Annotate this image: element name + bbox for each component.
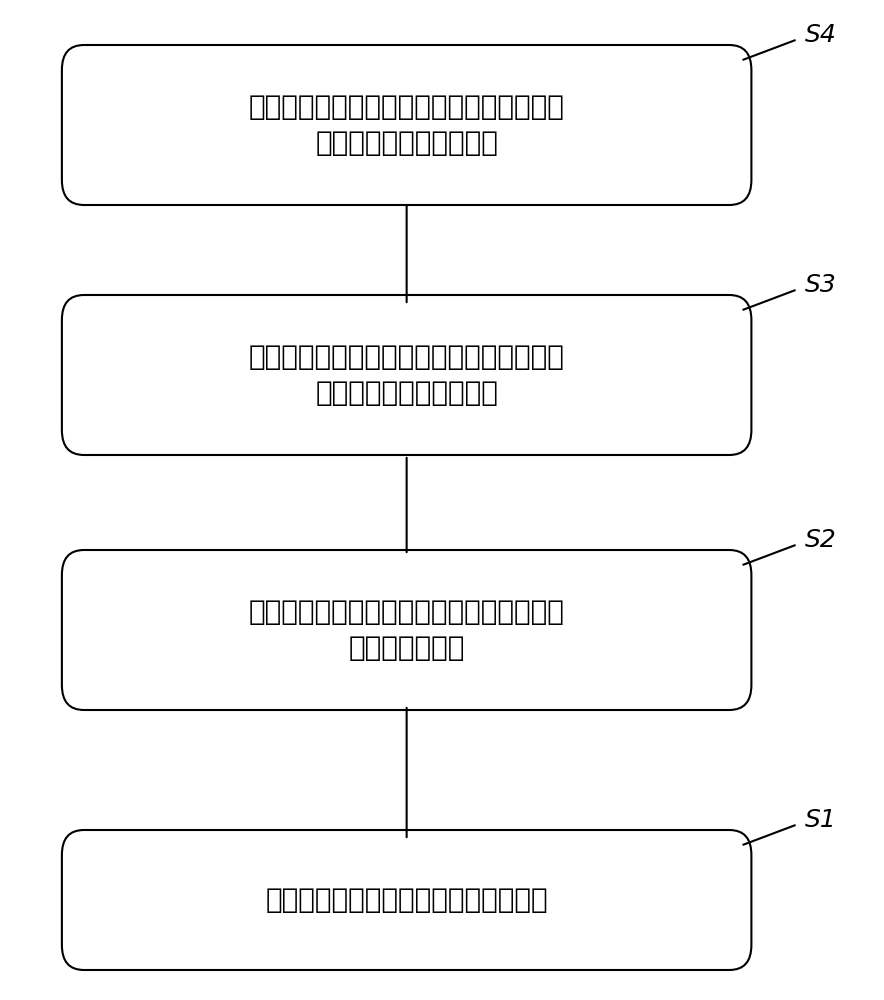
Text: S1: S1 <box>804 808 836 832</box>
Text: 对所述频谱的频谱方程进行离散运算建立反
射系数有效选择谱的方程: 对所述频谱的频谱方程进行离散运算建立反 射系数有效选择谱的方程 <box>248 93 565 157</box>
Text: S2: S2 <box>804 528 836 552</box>
Text: S3: S3 <box>804 273 836 297</box>
FancyBboxPatch shape <box>62 550 751 710</box>
FancyBboxPatch shape <box>62 45 751 205</box>
Text: 对所述地震信号进行变换以得到与所述地震
信号相应的频谱: 对所述地震信号进行变换以得到与所述地震 信号相应的频谱 <box>248 598 565 662</box>
Text: 对所述频谱的频谱方程进行离散运算建立反
射系数有效选择谱的方程: 对所述频谱的频谱方程进行离散运算建立反 射系数有效选择谱的方程 <box>248 343 565 407</box>
Text: 基于地下地层的反射系数表征地震信号: 基于地下地层的反射系数表征地震信号 <box>265 886 548 914</box>
FancyBboxPatch shape <box>62 830 751 970</box>
Text: S4: S4 <box>804 23 836 47</box>
FancyBboxPatch shape <box>62 295 751 455</box>
